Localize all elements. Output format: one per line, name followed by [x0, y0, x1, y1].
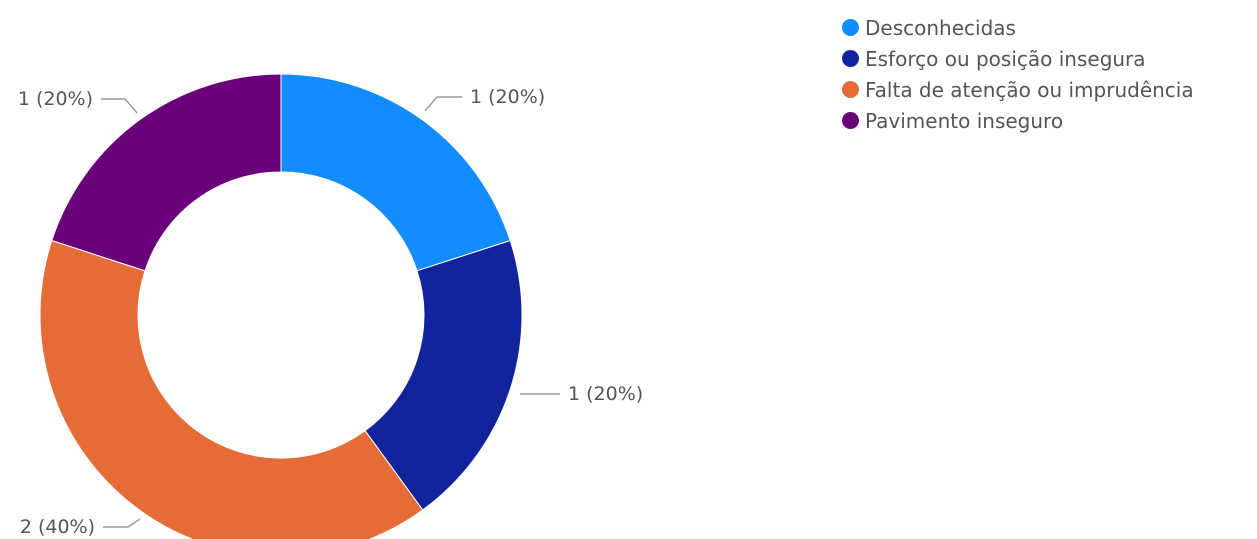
data-label-1: 1 (20%) [568, 383, 643, 405]
leader-line-0 [424, 96, 462, 112]
legend-label: Esforço ou posição insegura [865, 46, 1146, 71]
legend-label: Falta de atenção ou imprudência [865, 77, 1194, 102]
legend-item-esforco-ou-posicao-insegura[interactable]: Esforço ou posição insegura [842, 43, 1194, 74]
data-label-leaders [101, 96, 560, 528]
legend-marker-icon [842, 50, 859, 67]
leader-line-2 [103, 518, 141, 528]
donut-slice-0[interactable] [280, 73, 511, 272]
legend-marker-icon [842, 81, 859, 98]
donut-slice-3[interactable] [51, 73, 282, 272]
legend-label: Pavimento inseguro [865, 108, 1064, 133]
legend-item-falta-de-atencao-ou-imprudencia[interactable]: Falta de atenção ou imprudência [842, 74, 1194, 105]
data-labels: 1 (20%) 1 (20%) 2 (40%) 1 (20%) [18, 86, 643, 538]
donut-slice-1[interactable] [364, 239, 523, 511]
leader-line-3 [101, 98, 138, 114]
legend-marker-icon [842, 112, 859, 129]
legend-item-pavimento-inseguro[interactable]: Pavimento inseguro [842, 105, 1194, 136]
donut-slice-2[interactable] [39, 239, 424, 539]
legend-label: Desconhecidas [865, 15, 1016, 40]
legend-item-desconhecidas[interactable]: Desconhecidas [842, 12, 1194, 43]
data-label-3: 1 (20%) [18, 88, 93, 110]
donut-slices [39, 73, 523, 539]
data-label-2: 2 (40%) [20, 516, 95, 538]
legend-marker-icon [842, 19, 859, 36]
data-label-0: 1 (20%) [470, 86, 545, 108]
legend: Desconhecidas Esforço ou posição insegur… [842, 12, 1194, 136]
